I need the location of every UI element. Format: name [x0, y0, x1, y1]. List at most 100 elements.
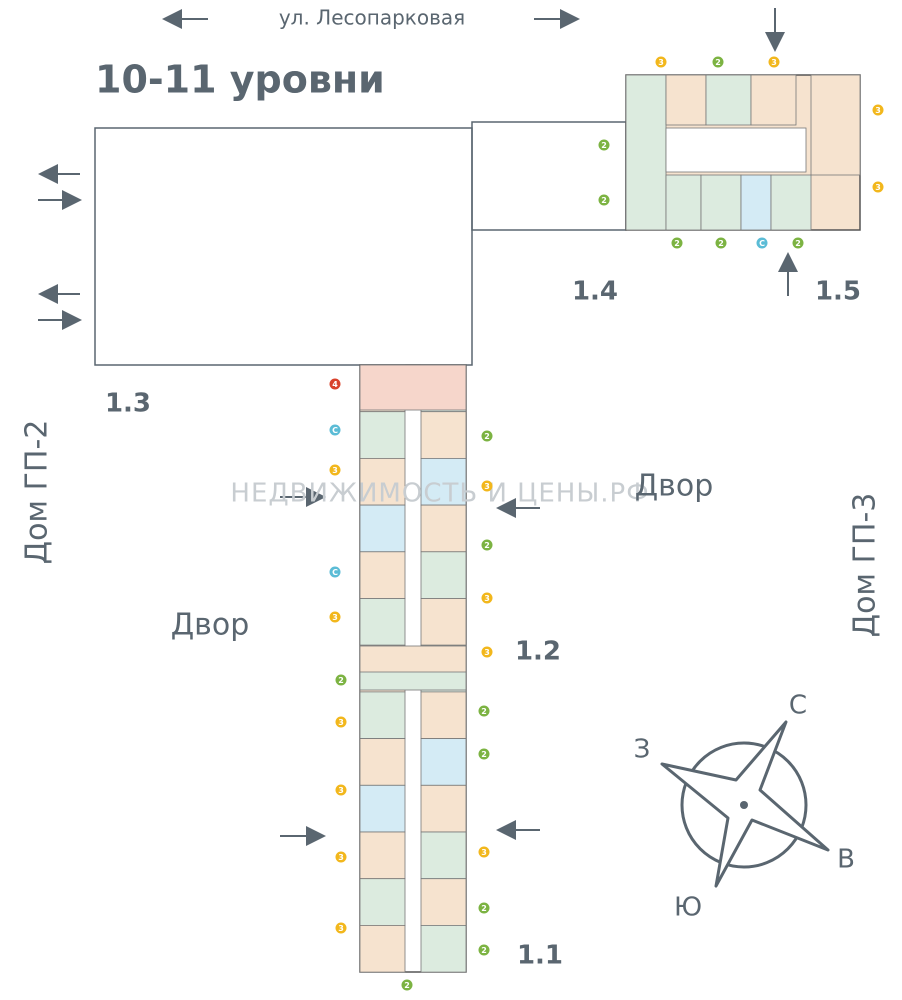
apartment-badge	[715, 237, 727, 249]
apartment-badge	[329, 566, 341, 578]
apartment-rooms: 2	[481, 904, 487, 913]
apartment-rooms: 2	[481, 707, 487, 716]
neighbor-label: Дом ГП-2	[20, 420, 55, 565]
room	[420, 457, 467, 506]
room	[625, 74, 667, 231]
room	[359, 411, 406, 459]
apartment-badge	[872, 181, 884, 193]
room	[420, 831, 467, 880]
room	[420, 784, 467, 833]
room	[420, 598, 467, 646]
apartment-rooms: 3	[332, 613, 338, 622]
room	[750, 74, 797, 126]
apartment-rooms: 3	[484, 648, 490, 657]
neighbor-label: Дом ГП-3	[848, 493, 883, 638]
room	[359, 738, 406, 786]
room	[665, 74, 707, 126]
compass-east: В	[837, 845, 855, 875]
compass: С В Ю З	[634, 691, 855, 923]
apartment-rooms: 2	[484, 432, 490, 441]
apartment-rooms: 3	[332, 466, 338, 475]
room	[359, 504, 406, 553]
apartment-rooms: 2	[718, 239, 724, 248]
apartment-badge	[655, 56, 667, 68]
apartment-rooms: 3	[481, 848, 487, 857]
apartment-badge	[481, 430, 493, 442]
room	[420, 504, 467, 553]
apartment-badge	[712, 56, 724, 68]
apartment-badge	[329, 611, 341, 623]
room	[420, 411, 467, 459]
apartment-badge	[872, 104, 884, 116]
room	[359, 691, 406, 740]
apartment-rooms: 2	[674, 239, 680, 248]
apartment-rooms: 3	[484, 482, 490, 491]
apartment-badge	[329, 378, 341, 390]
title: 10-11 уровни	[95, 58, 385, 102]
room	[665, 174, 702, 231]
apartment-rooms: 4	[332, 380, 338, 389]
section-label: 1.5	[815, 277, 861, 307]
watermark: НЕДВИЖИМОСТЬ И ЦЕНЫ.РФ	[230, 479, 649, 509]
apartment-rooms: 3	[875, 183, 881, 192]
room	[420, 691, 467, 740]
compass-west: З	[634, 735, 651, 765]
apartment-badge	[481, 646, 493, 658]
apartment-badge	[478, 705, 490, 717]
apartment-rooms: 3	[338, 853, 344, 862]
yard-label: Двор	[635, 469, 714, 504]
room	[810, 74, 861, 176]
room	[420, 551, 467, 599]
apartment-badge	[478, 944, 490, 956]
room	[359, 831, 406, 880]
apartment-badge	[481, 539, 493, 551]
apartment-rooms: 2	[601, 196, 607, 205]
apartment-badge	[335, 716, 347, 728]
room	[359, 784, 406, 833]
room	[359, 551, 406, 599]
section-label: 1.3	[105, 389, 151, 419]
building-outline	[471, 121, 627, 231]
apartment-badge	[478, 748, 490, 760]
apartment-rooms: 2	[481, 946, 487, 955]
apartment-rooms: С	[332, 568, 338, 577]
room	[359, 457, 406, 506]
section-label: 1.4	[572, 277, 618, 307]
apartment-badge	[481, 592, 493, 604]
apartment-badge	[478, 902, 490, 914]
apartment-badge	[335, 784, 347, 796]
apartment-rooms: 2	[481, 750, 487, 759]
apartment-badge	[335, 674, 347, 686]
room	[770, 174, 812, 231]
apartment-rooms: 2	[404, 981, 410, 990]
apartment-badge	[478, 846, 490, 858]
apartment-rooms: 3	[658, 58, 664, 67]
apartment-badge	[481, 480, 493, 492]
apartment-rooms: 2	[484, 541, 490, 550]
apartment-badge	[329, 464, 341, 476]
apartment-badge	[671, 237, 683, 249]
apartment-badge	[335, 922, 347, 934]
apartment-rooms: 3	[338, 786, 344, 795]
corridor	[665, 127, 807, 173]
room	[420, 738, 467, 786]
room	[420, 925, 467, 973]
room	[359, 878, 406, 926]
room	[740, 174, 772, 231]
compass-north: С	[789, 691, 807, 721]
apartment-rooms: 3	[875, 106, 881, 115]
building-plans	[359, 74, 861, 973]
apartment-rooms: 3	[338, 924, 344, 933]
apartment-badges: 3 2 3 3 3 2 2 2 2 С 2 4 С 3 С 3 2 3 3 3 3 2 3 2 3 3 2 2 3 2 2 2	[329, 56, 884, 991]
yard-label: Двор	[171, 608, 250, 643]
apartment-badge	[598, 139, 610, 151]
section-label: 1.2	[515, 637, 561, 667]
street-name: ул. Лесопарковая	[279, 6, 465, 30]
room	[359, 925, 406, 973]
room	[705, 74, 752, 126]
compass-south: Ю	[674, 893, 702, 923]
compass-ring	[680, 741, 808, 869]
apartment-badge	[756, 237, 768, 249]
apartment-rooms: С	[332, 426, 338, 435]
